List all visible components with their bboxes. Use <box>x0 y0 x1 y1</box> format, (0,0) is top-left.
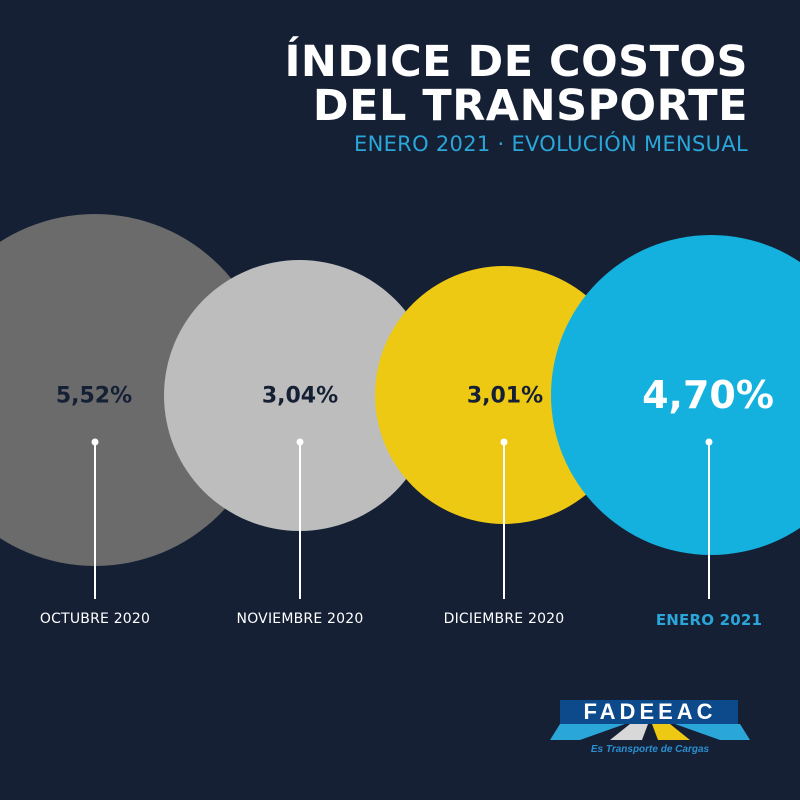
road-icon <box>550 724 750 740</box>
fadeeac-logo: FADEEAC Es Transporte de Cargas <box>550 690 750 762</box>
value-diciembre: 3,01% <box>466 383 544 409</box>
value-noviembre: 3,04% <box>261 383 339 409</box>
logo-band <box>560 700 738 724</box>
marker-line-diciembre <box>503 442 505 599</box>
marker-line-enero <box>708 442 710 599</box>
marker-line-octubre <box>94 442 96 599</box>
title-block: ÍNDICE DE COSTOS DEL TRANSPORTE ENERO 20… <box>284 40 748 156</box>
title-line-2: DEL TRANSPORTE <box>312 81 748 131</box>
logo-tagline: Es Transporte de Cargas <box>590 744 710 755</box>
month-label-octubre: OCTUBRE 2020 <box>39 611 151 627</box>
marker-line-noviembre <box>299 442 301 599</box>
value-enero: 4,70% <box>642 373 774 417</box>
subtitle: ENERO 2021 · EVOLUCIÓN MENSUAL <box>354 132 748 156</box>
month-label-diciembre: DICIEMBRE 2020 <box>443 611 565 627</box>
bubble-enero <box>551 235 800 555</box>
month-label-enero: ENERO 2021 <box>655 611 763 629</box>
logo-name: FADEEAC <box>583 699 717 724</box>
month-label-noviembre: NOVIEMBRE 2020 <box>236 611 364 627</box>
value-octubre: 5,52% <box>55 383 133 409</box>
title-line-1: ÍNDICE DE COSTOS <box>284 37 748 87</box>
